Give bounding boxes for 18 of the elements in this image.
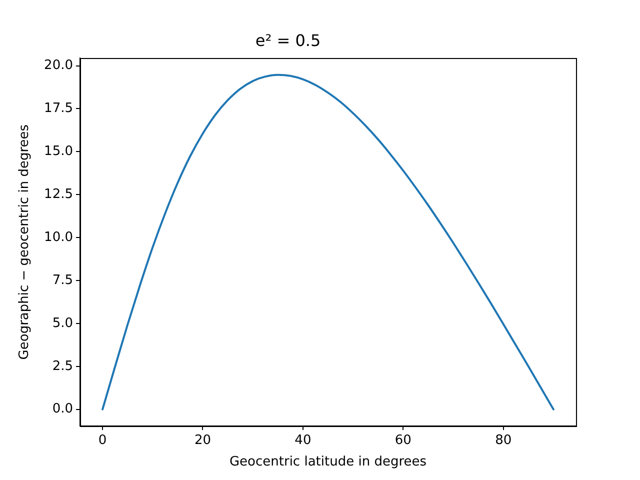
y-tick-label: 7.5 — [52, 272, 73, 288]
x-tick-label: 0 — [98, 433, 107, 448]
y-axis-title: Geographic − geocentric in degrees — [17, 124, 32, 360]
x-tick-label: 20 — [194, 433, 212, 448]
y-tick-label: 10.0 — [44, 230, 73, 245]
y-tick-label: 12.5 — [44, 186, 73, 202]
line-series — [102, 74, 554, 410]
y-tick-label: 0.0 — [52, 402, 73, 417]
x-tick-label: 40 — [294, 433, 312, 448]
y-tick-label: 17.5 — [44, 101, 73, 116]
x-axis-title: Geocentric latitude in degrees — [229, 454, 427, 470]
y-tick-label: 20.0 — [44, 58, 73, 74]
x-tick-label: 60 — [394, 433, 412, 448]
y-tick-label: 15.0 — [44, 144, 73, 160]
y-tick-label: 5.0 — [52, 316, 73, 331]
x-tick-label: 80 — [495, 433, 512, 448]
y-tick-label: 2.5 — [52, 358, 73, 374]
chart-title: e² = 0.5 — [255, 30, 321, 50]
